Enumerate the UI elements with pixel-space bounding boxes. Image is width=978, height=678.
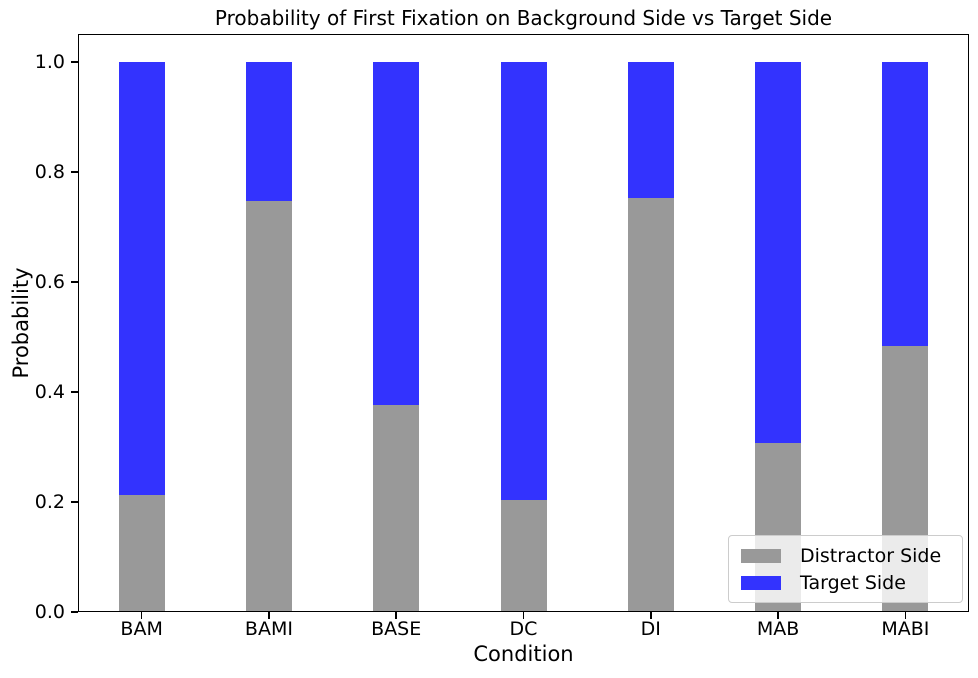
x-tick-label: BAM — [120, 618, 163, 640]
y-tick-label: 0.8 — [34, 161, 65, 184]
bar-segment-di-target-side — [627, 62, 674, 198]
x-tick-label: MABI — [881, 618, 930, 640]
x-axis-label: Condition — [473, 642, 574, 666]
legend-entry: Target Side — [741, 569, 950, 596]
legend-swatch-icon — [741, 575, 781, 590]
y-tick-mark — [71, 611, 78, 613]
legend-entry-label: Distractor Side — [800, 544, 942, 567]
x-tick-mark — [777, 612, 779, 619]
y-tick-mark — [71, 391, 78, 393]
y-tick-label: 1.0 — [34, 51, 65, 74]
bar-segment-bami-distractor-side — [245, 201, 292, 612]
x-tick-mark — [650, 612, 652, 619]
x-tick-mark — [268, 612, 270, 619]
bar-segment-bam-target-side — [118, 62, 165, 495]
y-tick-mark — [71, 61, 78, 63]
bar-segment-base-target-side — [373, 62, 420, 406]
bar-segment-bam-distractor-side — [118, 494, 165, 612]
x-tick-label: MAB — [756, 618, 800, 640]
bar-segment-bami-target-side — [245, 62, 292, 202]
x-tick-mark — [904, 612, 907, 619]
y-tick-label: 0.4 — [34, 381, 65, 404]
x-tick-label: BAMI — [244, 618, 293, 640]
x-tick-label: BASE — [371, 618, 422, 640]
y-tick-label: 0.0 — [34, 601, 65, 623]
x-tick-mark — [395, 612, 397, 619]
x-tick-label: DC — [509, 618, 538, 640]
legend-entry: Distractor Side — [741, 542, 950, 569]
y-tick-label: 0.2 — [34, 491, 65, 513]
bar-segment-mabi-target-side — [882, 62, 929, 346]
y-tick-label: 0.6 — [34, 271, 65, 294]
y-tick-mark — [71, 171, 78, 173]
bar-segment-di-distractor-side — [627, 197, 674, 612]
bar-segment-mab-target-side — [755, 62, 802, 444]
x-tick-mark — [522, 612, 525, 619]
bar-segment-dc-target-side — [500, 62, 547, 500]
legend-entry-label: Target Side — [800, 571, 906, 594]
plot-area — [78, 34, 969, 612]
legend-swatch-icon — [741, 548, 781, 563]
bar-segment-base-distractor-side — [373, 405, 420, 612]
x-tick-label: DI — [640, 618, 661, 640]
x-tick-mark — [140, 612, 143, 619]
y-tick-mark — [71, 281, 78, 283]
chart-title: Probability of First Fixation on Backgro… — [214, 6, 833, 30]
bar-segment-dc-distractor-side — [500, 499, 547, 612]
legend: Distractor Side Target Side — [728, 535, 963, 603]
y-tick-mark — [71, 501, 78, 503]
